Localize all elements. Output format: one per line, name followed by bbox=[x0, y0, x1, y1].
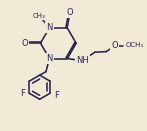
Text: O: O bbox=[67, 8, 73, 17]
Text: OCH₃: OCH₃ bbox=[126, 42, 144, 48]
Text: CH₃: CH₃ bbox=[32, 13, 45, 19]
Text: NH: NH bbox=[76, 56, 89, 65]
Text: F: F bbox=[20, 89, 25, 98]
Text: N: N bbox=[46, 23, 53, 32]
Text: N: N bbox=[46, 54, 53, 63]
Text: O: O bbox=[22, 39, 28, 48]
Text: F: F bbox=[54, 91, 59, 100]
Text: O: O bbox=[111, 41, 118, 50]
